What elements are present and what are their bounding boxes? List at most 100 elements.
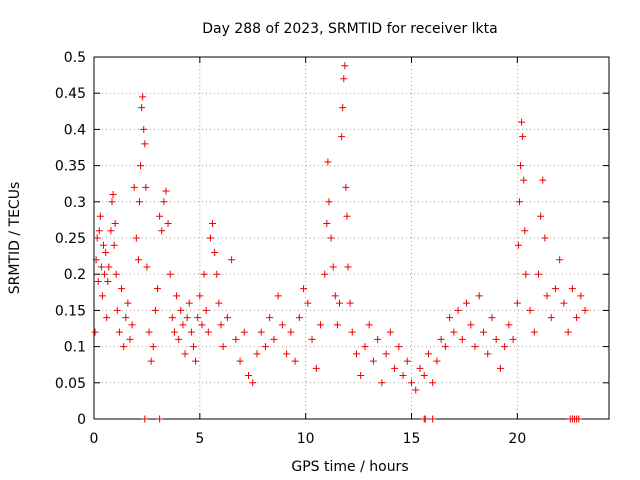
data-point xyxy=(509,335,517,343)
data-point xyxy=(185,299,193,307)
data-point xyxy=(134,256,142,264)
data-point xyxy=(437,335,445,343)
data-point xyxy=(170,328,178,336)
zero-point xyxy=(421,415,429,423)
data-point xyxy=(374,335,382,343)
data-point xyxy=(283,350,291,358)
data-point xyxy=(217,321,225,329)
data-point xyxy=(391,364,399,372)
data-point xyxy=(475,292,483,300)
x-tick-label: 0 xyxy=(90,431,99,447)
data-point xyxy=(369,357,377,365)
data-point xyxy=(513,299,521,307)
data-point xyxy=(568,285,576,293)
data-point xyxy=(403,357,411,365)
data-point xyxy=(175,335,183,343)
data-point xyxy=(120,343,128,351)
data-point xyxy=(112,270,120,278)
data-point xyxy=(122,314,130,322)
data-point xyxy=(395,343,403,351)
data-point xyxy=(223,314,231,322)
data-point xyxy=(228,256,236,264)
data-point xyxy=(556,256,564,264)
data-point xyxy=(424,350,432,358)
data-point xyxy=(97,263,105,271)
data-point xyxy=(382,350,390,358)
data-point xyxy=(138,104,146,112)
data-point xyxy=(488,314,496,322)
data-point xyxy=(338,133,346,141)
data-point xyxy=(192,357,200,365)
data-point xyxy=(181,350,189,358)
data-point xyxy=(206,234,214,242)
data-point xyxy=(187,328,195,336)
data-point xyxy=(100,241,108,249)
data-point xyxy=(535,270,543,278)
data-point xyxy=(166,270,174,278)
data-point xyxy=(341,62,349,70)
data-point xyxy=(177,306,185,314)
data-point xyxy=(471,343,479,351)
data-point xyxy=(522,270,530,278)
y-tick-label: 0.45 xyxy=(55,86,86,102)
data-point xyxy=(344,263,352,271)
data-point xyxy=(515,198,523,206)
data-point xyxy=(107,227,115,235)
chart-title: Day 288 of 2023, SRMTID for receiver lkt… xyxy=(202,21,497,37)
data-point xyxy=(128,321,136,329)
data-point xyxy=(526,306,534,314)
data-point xyxy=(132,234,140,242)
gridlines xyxy=(94,57,609,419)
data-point xyxy=(346,299,354,307)
data-point xyxy=(102,248,110,256)
data-point xyxy=(564,328,572,336)
data-point xyxy=(105,263,113,271)
data-point xyxy=(324,158,332,166)
data-point xyxy=(118,285,126,293)
data-point xyxy=(183,314,191,322)
data-point xyxy=(147,357,155,365)
data-point xyxy=(274,292,282,300)
data-point xyxy=(156,212,164,220)
data-point xyxy=(295,314,303,322)
y-tick-label: 0.4 xyxy=(64,122,86,138)
data-point xyxy=(551,285,559,293)
data-point xyxy=(139,93,147,101)
data-points xyxy=(91,62,589,423)
data-point xyxy=(458,335,466,343)
data-point xyxy=(151,306,159,314)
data-point xyxy=(416,364,424,372)
data-point xyxy=(530,328,538,336)
data-point xyxy=(336,299,344,307)
data-point xyxy=(537,212,545,220)
data-point xyxy=(327,234,335,242)
data-point xyxy=(543,292,551,300)
y-axis-label: SRMTID / TECUs xyxy=(7,182,23,295)
data-point xyxy=(202,306,210,314)
data-point xyxy=(162,187,170,195)
data-point xyxy=(115,328,123,336)
data-point xyxy=(98,292,106,300)
data-point xyxy=(308,335,316,343)
data-point xyxy=(501,343,509,351)
data-point xyxy=(91,328,99,336)
zero-point xyxy=(429,415,437,423)
data-point xyxy=(352,350,360,358)
data-point xyxy=(196,292,204,300)
data-point xyxy=(179,321,187,329)
data-point xyxy=(304,299,312,307)
data-point xyxy=(154,285,162,293)
data-point xyxy=(143,263,151,271)
data-point xyxy=(136,198,144,206)
data-point xyxy=(541,234,549,242)
data-point xyxy=(266,314,274,322)
data-point xyxy=(323,220,331,228)
data-point xyxy=(521,227,529,235)
data-point xyxy=(103,314,111,322)
data-point xyxy=(441,343,449,351)
data-point xyxy=(215,299,223,307)
data-point xyxy=(245,372,253,380)
data-point xyxy=(386,328,394,336)
data-point xyxy=(365,321,373,329)
